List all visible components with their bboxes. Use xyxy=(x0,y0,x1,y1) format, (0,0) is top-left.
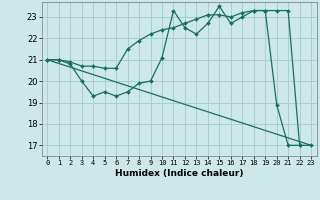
X-axis label: Humidex (Indice chaleur): Humidex (Indice chaleur) xyxy=(115,169,244,178)
